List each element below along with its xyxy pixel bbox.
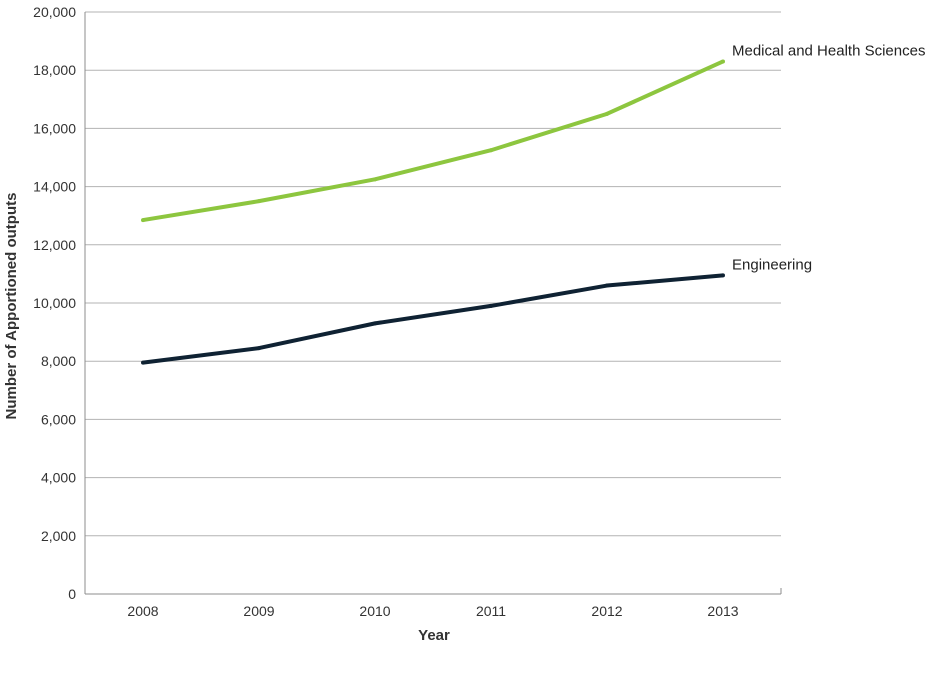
y-tick-label: 14,000 <box>33 179 76 195</box>
y-tick-label: 20,000 <box>33 4 76 20</box>
data-point <box>489 303 493 308</box>
y-tick-labels: 0 2,000 4,000 6,000 8,000 10,000 12,000 14,000 1… <box>33 4 76 602</box>
data-point <box>141 360 145 365</box>
series-lines <box>141 59 725 365</box>
y-tick-label: 6,000 <box>41 411 76 427</box>
y-axis-title: Number of Apportioned outputs <box>3 193 20 420</box>
series-label: Medical and Health Sciences <box>732 42 925 59</box>
y-tick-label: 16,000 <box>33 120 76 136</box>
y-tick-label: 0 <box>68 586 76 602</box>
x-tick-label: 2013 <box>707 603 738 619</box>
series-line <box>142 273 724 365</box>
data-point <box>605 111 609 116</box>
data-point <box>257 346 261 351</box>
y-tick-label: 2,000 <box>41 528 76 544</box>
data-point <box>721 273 725 278</box>
data-point <box>141 218 145 223</box>
data-point <box>605 283 609 288</box>
x-tick-label: 2012 <box>591 603 622 619</box>
axes <box>84 12 782 595</box>
data-point <box>373 321 377 326</box>
y-tick-label: 4,000 <box>41 470 76 486</box>
data-point <box>373 177 377 182</box>
x-tick-label: 2009 <box>243 603 274 619</box>
gridlines <box>85 11 781 537</box>
y-tick-label: 12,000 <box>33 237 76 253</box>
y-tick-label: 8,000 <box>41 353 76 369</box>
data-point <box>257 199 261 204</box>
x-tick-label: 2008 <box>127 603 158 619</box>
x-tick-label: 2010 <box>359 603 390 619</box>
series-line <box>142 59 724 223</box>
x-tick-labels: 2008 2009 2010 2011 2012 2013 <box>127 603 738 619</box>
data-point <box>489 148 493 153</box>
x-axis-title: Year <box>418 627 450 644</box>
data-point <box>721 59 725 64</box>
y-tick-label: 10,000 <box>33 295 76 311</box>
x-tick-label: 2011 <box>476 603 506 619</box>
series-labels: Medical and Health Sciences Engineering <box>732 42 925 273</box>
y-tick-label: 18,000 <box>33 62 76 78</box>
series-label: Engineering <box>732 256 812 273</box>
